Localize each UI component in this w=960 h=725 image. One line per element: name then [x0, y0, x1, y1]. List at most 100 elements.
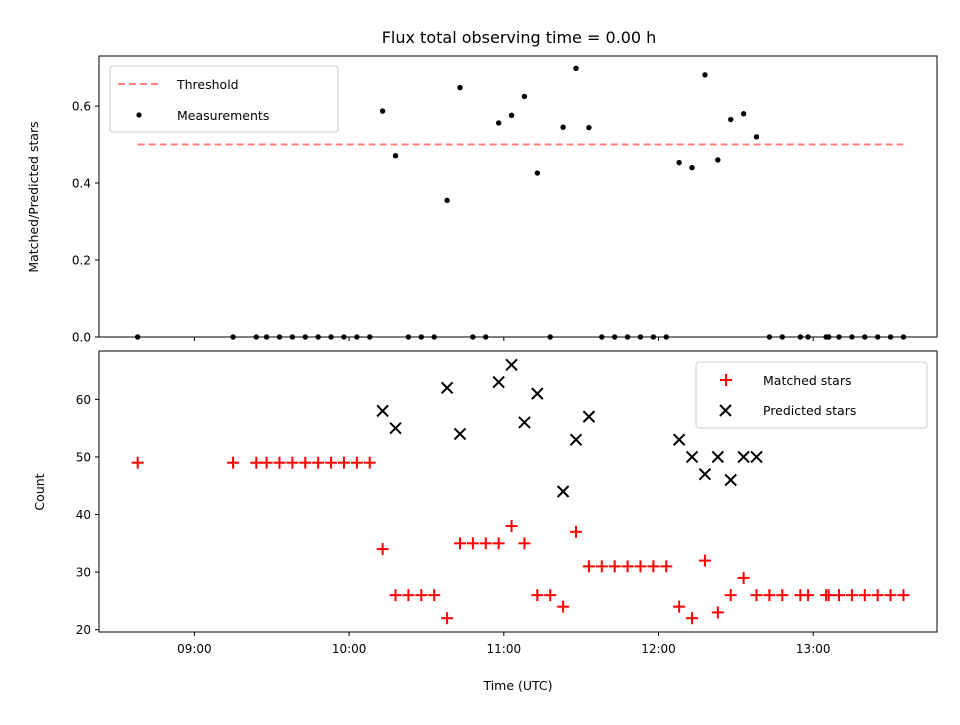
- legend-matched-swatch: [720, 374, 732, 386]
- matched-star-point: [621, 560, 634, 573]
- measurement-point: [495, 120, 502, 126]
- matched-star-point: [858, 589, 871, 602]
- legend-predicted-swatch: [719, 404, 732, 417]
- predicted-star-point: [737, 450, 750, 464]
- matched-star-point: [441, 612, 454, 625]
- matched-star-point: [227, 456, 240, 469]
- predicted-star-point: [724, 473, 737, 487]
- matched-star-point: [453, 537, 466, 550]
- predicted-star-point: [556, 485, 570, 498]
- bottom-y-tick-label: 60: [76, 393, 91, 407]
- legend-measurements-swatch: [136, 112, 142, 118]
- measurement-point: [444, 197, 450, 204]
- bottom-y-tick-label: 40: [76, 508, 91, 522]
- measurement-point: [715, 157, 721, 163]
- bottom-x-ticks: 09:00 10:00 11:00 12:00 13:00: [177, 632, 831, 656]
- measurement-point: [457, 84, 463, 91]
- count-points: [131, 358, 910, 625]
- bottom-plot-frame: [98, 350, 938, 633]
- top-y-tick-label: 0.2: [72, 254, 91, 268]
- matched-star-point: [833, 589, 846, 602]
- measurement-point: [728, 116, 734, 123]
- measurement-point: [521, 93, 528, 100]
- matched-star-point: [750, 589, 763, 602]
- predicted-star-point: [582, 410, 596, 423]
- matched-star-point: [376, 543, 389, 556]
- bottom-legend-box: [695, 361, 928, 429]
- bottom-x-tick-label: 13:00: [796, 642, 831, 656]
- matched-star-point: [570, 525, 583, 538]
- measurement-point: [702, 72, 708, 78]
- measurement-point: [508, 112, 515, 118]
- predicted-star-point: [685, 450, 699, 464]
- bottom-y-ticks: 20 30 40 50 60: [76, 393, 99, 637]
- matched-star-point: [492, 537, 505, 550]
- matched-star-point: [286, 456, 299, 469]
- predicted-star-point: [672, 433, 686, 446]
- matched-star-point: [325, 456, 338, 469]
- top-y-tick-label: 0.4: [72, 177, 91, 191]
- legend-threshold-label: Threshold: [176, 77, 239, 92]
- matched-star-point: [312, 456, 325, 469]
- matched-star-point: [595, 560, 608, 573]
- top-legend-box: [109, 65, 339, 133]
- matched-star-point: [884, 589, 897, 602]
- matched-star-point: [250, 456, 263, 469]
- matched-star-point: [518, 537, 531, 550]
- bottom-y-tick-label: 50: [76, 450, 91, 464]
- matched-star-point: [698, 554, 711, 567]
- top-y-tick-label: 0.6: [72, 100, 91, 114]
- matched-star-point: [544, 589, 557, 602]
- matched-star-point: [337, 456, 350, 469]
- predicted-star-point: [440, 381, 454, 395]
- matched-star-point: [608, 560, 621, 573]
- bottom-y-tick-label: 30: [76, 566, 91, 580]
- predicted-star-point: [750, 450, 763, 464]
- matched-star-point: [402, 589, 415, 602]
- matched-star-point: [299, 456, 312, 469]
- matched-star-point: [466, 537, 479, 550]
- measurement-point: [392, 152, 399, 159]
- top-plot-frame: [98, 55, 938, 338]
- matched-star-point: [557, 600, 570, 613]
- matched-star-point: [647, 560, 660, 573]
- predicted-star-point: [505, 358, 518, 372]
- measurement-point: [560, 124, 566, 130]
- matched-star-point: [428, 589, 441, 602]
- bottom-y-tick-label: 20: [76, 623, 91, 637]
- bottom-y-axis-label: Count: [32, 473, 47, 510]
- predicted-star-point: [569, 433, 583, 446]
- matched-star-point: [273, 456, 286, 469]
- matched-star-point: [737, 571, 750, 584]
- matched-star-point: [634, 560, 647, 573]
- bottom-legend: Matched stars Predicted stars: [695, 361, 928, 429]
- matched-star-point: [724, 589, 737, 602]
- legend-predicted-label: Predicted stars: [763, 403, 856, 418]
- matched-star-point: [415, 589, 428, 602]
- top-legend: Threshold Measurements: [109, 65, 339, 133]
- measurement-point: [689, 164, 695, 171]
- matched-star-point: [897, 589, 910, 602]
- bottom-x-tick-label: 12:00: [641, 642, 676, 656]
- matched-star-point: [822, 589, 835, 602]
- matched-star-point: [673, 600, 686, 613]
- matched-star-point: [131, 456, 144, 469]
- matched-star-point: [350, 456, 363, 469]
- matched-star-point: [363, 456, 376, 469]
- measurement-point: [573, 65, 579, 72]
- bottom-x-tick-label: 09:00: [177, 642, 212, 656]
- predicted-star-point: [453, 427, 467, 441]
- bottom-x-tick-label: 11:00: [487, 642, 522, 656]
- matched-star-point: [871, 589, 884, 602]
- matched-star-point: [479, 537, 492, 550]
- matched-star-point: [260, 456, 273, 469]
- matched-star-point: [845, 589, 858, 602]
- predicted-star-point: [698, 468, 712, 481]
- measurement-point: [753, 134, 760, 140]
- matched-star-point: [582, 560, 595, 573]
- predicted-star-point: [531, 387, 544, 400]
- predicted-star-point: [518, 416, 531, 429]
- measurement-point: [379, 108, 386, 114]
- predicted-star-point: [376, 404, 389, 418]
